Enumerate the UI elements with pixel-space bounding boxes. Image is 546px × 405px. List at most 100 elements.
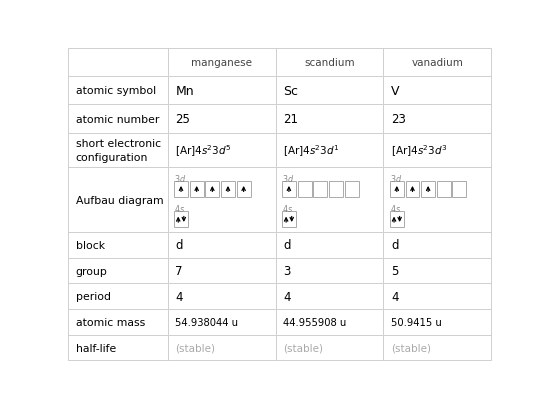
Text: $\mathregular{[Ar]4}s^{\mathregular{2}}\mathregular{3}d^{\mathregular{1}}$: $\mathregular{[Ar]4}s^{\mathregular{2}}\…: [283, 143, 340, 158]
Text: 4: 4: [391, 290, 399, 303]
Text: $4s$: $4s$: [390, 203, 401, 214]
Bar: [313, 181, 327, 197]
Bar: [68, 284, 168, 309]
Bar: [437, 181, 451, 197]
Text: (stable): (stable): [283, 343, 323, 353]
Bar: [383, 258, 491, 284]
Bar: [68, 105, 168, 134]
Bar: [383, 309, 491, 335]
Text: group: group: [76, 266, 108, 276]
Bar: [345, 181, 359, 197]
Bar: [282, 212, 296, 228]
Bar: [205, 181, 219, 197]
Text: 3: 3: [283, 264, 290, 277]
Bar: [276, 77, 383, 105]
Text: short electronic
configuration: short electronic configuration: [76, 139, 161, 162]
Text: 21: 21: [283, 113, 298, 126]
Text: $\mathregular{[Ar]4}s^{\mathregular{2}}\mathregular{3}d^{\mathregular{5}}$: $\mathregular{[Ar]4}s^{\mathregular{2}}\…: [175, 143, 232, 158]
Bar: [189, 181, 204, 197]
Bar: [276, 105, 383, 134]
Text: 23: 23: [391, 113, 406, 126]
Bar: [68, 134, 168, 168]
Text: $3d$: $3d$: [282, 173, 294, 183]
Text: $\mathregular{[Ar]4}s^{\mathregular{2}}\mathregular{3}d^{\mathregular{3}}$: $\mathregular{[Ar]4}s^{\mathregular{2}}\…: [391, 143, 448, 158]
Bar: [168, 105, 276, 134]
Bar: [298, 181, 312, 197]
Bar: [68, 77, 168, 105]
Bar: [383, 134, 491, 168]
Bar: [168, 134, 276, 168]
Bar: [276, 134, 383, 168]
Text: $3d$: $3d$: [174, 173, 186, 183]
Bar: [68, 258, 168, 284]
Text: half-life: half-life: [76, 343, 116, 353]
Bar: [236, 181, 251, 197]
Bar: [276, 258, 383, 284]
Text: 25: 25: [175, 113, 190, 126]
Bar: [329, 181, 343, 197]
Bar: [168, 49, 276, 77]
Text: Sc: Sc: [283, 85, 298, 98]
Bar: [68, 232, 168, 258]
Bar: [406, 181, 419, 197]
Bar: [383, 335, 491, 360]
Text: 4: 4: [283, 290, 290, 303]
Bar: [174, 181, 188, 197]
Bar: [276, 284, 383, 309]
Bar: [383, 105, 491, 134]
Bar: [168, 309, 276, 335]
Bar: [383, 77, 491, 105]
Text: 4: 4: [175, 290, 183, 303]
Bar: [174, 212, 188, 228]
Text: 7: 7: [175, 264, 183, 277]
Bar: [276, 49, 383, 77]
Bar: [168, 232, 276, 258]
Text: 54.938044 u: 54.938044 u: [175, 317, 238, 327]
Text: atomic number: atomic number: [76, 114, 159, 124]
Text: period: period: [76, 292, 111, 301]
Text: vanadium: vanadium: [412, 58, 464, 68]
Bar: [383, 232, 491, 258]
Bar: [168, 77, 276, 105]
Text: atomic symbol: atomic symbol: [76, 86, 156, 96]
Bar: [390, 212, 404, 228]
Text: $3d$: $3d$: [390, 173, 402, 183]
Text: V: V: [391, 85, 400, 98]
Bar: [168, 258, 276, 284]
Bar: [276, 232, 383, 258]
Bar: [390, 181, 404, 197]
Text: 50.9415 u: 50.9415 u: [391, 317, 442, 327]
Text: (stable): (stable): [175, 343, 215, 353]
Text: d: d: [283, 239, 290, 252]
Text: atomic mass: atomic mass: [76, 317, 145, 327]
Bar: [168, 284, 276, 309]
Text: d: d: [391, 239, 399, 252]
Bar: [383, 168, 491, 232]
Bar: [68, 168, 168, 232]
Bar: [282, 181, 296, 197]
Text: $4s$: $4s$: [174, 203, 185, 214]
Text: 44.955908 u: 44.955908 u: [283, 317, 347, 327]
Bar: [383, 284, 491, 309]
Text: 5: 5: [391, 264, 399, 277]
Text: scandium: scandium: [304, 58, 355, 68]
Bar: [276, 168, 383, 232]
Text: (stable): (stable): [391, 343, 431, 353]
Text: $4s$: $4s$: [282, 203, 293, 214]
Text: Mn: Mn: [175, 85, 194, 98]
Bar: [221, 181, 235, 197]
Bar: [453, 181, 466, 197]
Bar: [276, 335, 383, 360]
Bar: [68, 49, 168, 77]
Bar: [68, 335, 168, 360]
Bar: [168, 168, 276, 232]
Bar: [383, 49, 491, 77]
Text: manganese: manganese: [191, 58, 252, 68]
Bar: [421, 181, 435, 197]
Bar: [68, 309, 168, 335]
Text: Aufbau diagram: Aufbau diagram: [76, 195, 163, 205]
Bar: [168, 335, 276, 360]
Bar: [276, 309, 383, 335]
Text: block: block: [76, 240, 105, 250]
Text: d: d: [175, 239, 183, 252]
